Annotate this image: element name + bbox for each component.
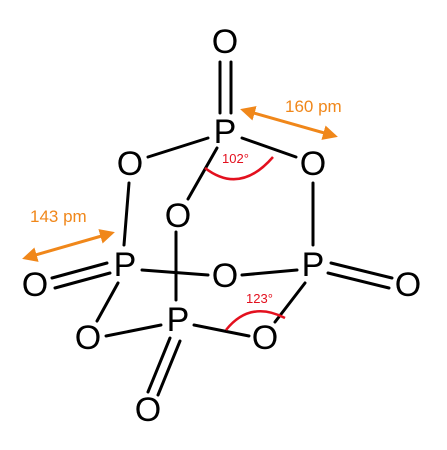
atom: O: [165, 197, 191, 235]
bonds: [50, 60, 394, 397]
angle-label: 102°: [222, 151, 249, 166]
bond-length: 160 pm: [285, 97, 342, 116]
atom: O: [135, 391, 161, 429]
atoms: O P O O O P P O O O P O O O: [22, 23, 421, 429]
atom: O: [212, 257, 238, 295]
atom: O: [117, 145, 143, 183]
atom: O: [22, 266, 48, 304]
atom: O: [300, 145, 326, 183]
atom: O: [252, 319, 278, 357]
atom: O: [395, 266, 421, 304]
angle-arc: [225, 310, 286, 331]
atom: O: [212, 23, 238, 61]
atom: P: [114, 246, 137, 284]
angle-arc: [204, 156, 274, 181]
atom: P: [214, 113, 237, 151]
atom: P: [167, 301, 190, 339]
atom: P: [302, 246, 325, 284]
arrow: [240, 106, 338, 140]
angle-label: 123°: [246, 291, 273, 306]
bond-length: 143 pm: [30, 207, 87, 226]
arrow: [22, 229, 115, 262]
atom: O: [75, 319, 101, 357]
dimension-arrows: [22, 106, 338, 331]
